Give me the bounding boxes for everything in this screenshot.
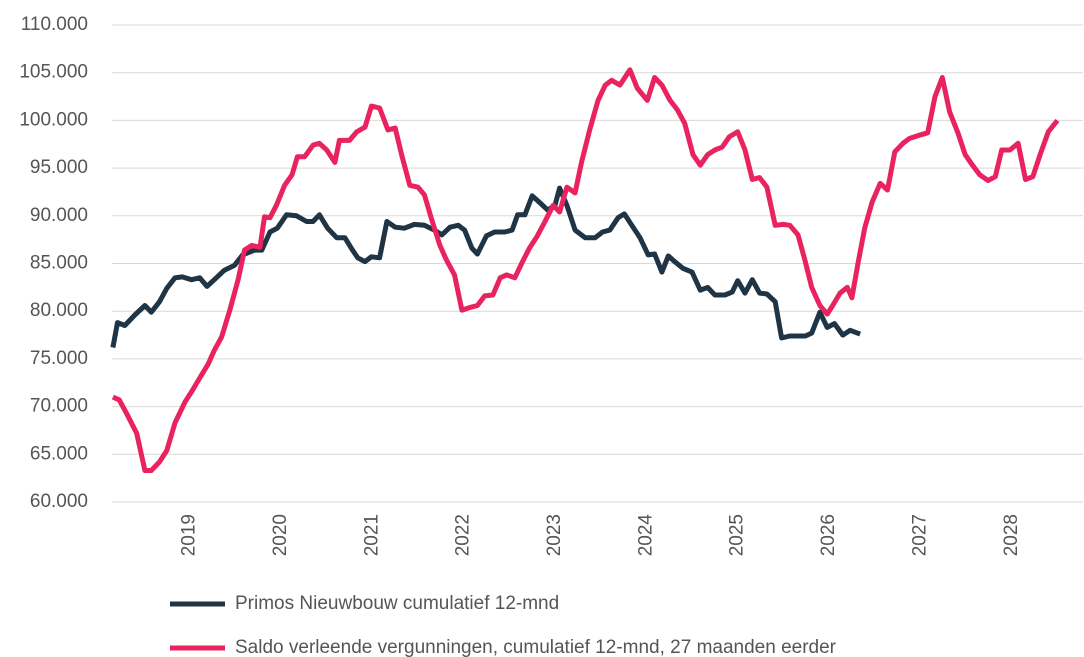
y-tick-label: 95.000 (30, 157, 88, 178)
y-tick-label: 100.000 (19, 109, 88, 130)
y-tick-label: 110.000 (21, 14, 88, 35)
x-tick-label: 2027 (909, 514, 930, 556)
x-tick-label: 2026 (818, 514, 839, 556)
x-tick-label: 2020 (270, 514, 291, 556)
y-tick-label: 80.000 (30, 300, 88, 321)
x-tick-label: 2025 (727, 514, 748, 556)
x-tick-label: 2028 (1001, 514, 1022, 556)
x-tick-label: 2019 (179, 514, 200, 556)
y-tick-label: 90.000 (30, 205, 88, 226)
x-tick-label: 2023 (544, 514, 565, 556)
y-tick-label: 70.000 (30, 396, 88, 417)
legend-label: Saldo verleende vergunningen, cumulatief… (235, 637, 837, 657)
x-tick-label: 2022 (453, 514, 474, 556)
y-tick-label: 65.000 (30, 443, 88, 464)
legend-label: Primos Nieuwbouw cumulatief 12-mnd (235, 593, 559, 614)
x-tick-label: 2021 (361, 514, 382, 556)
y-tick-label: 75.000 (30, 348, 88, 369)
line-series (111, 67, 1060, 473)
y-tick-label: 105.000 (19, 62, 88, 83)
y-tick-label: 60.000 (30, 491, 88, 512)
y-tick-label: 85.000 (30, 253, 88, 274)
line-series (110, 185, 861, 348)
x-tick-label: 2024 (635, 514, 656, 557)
